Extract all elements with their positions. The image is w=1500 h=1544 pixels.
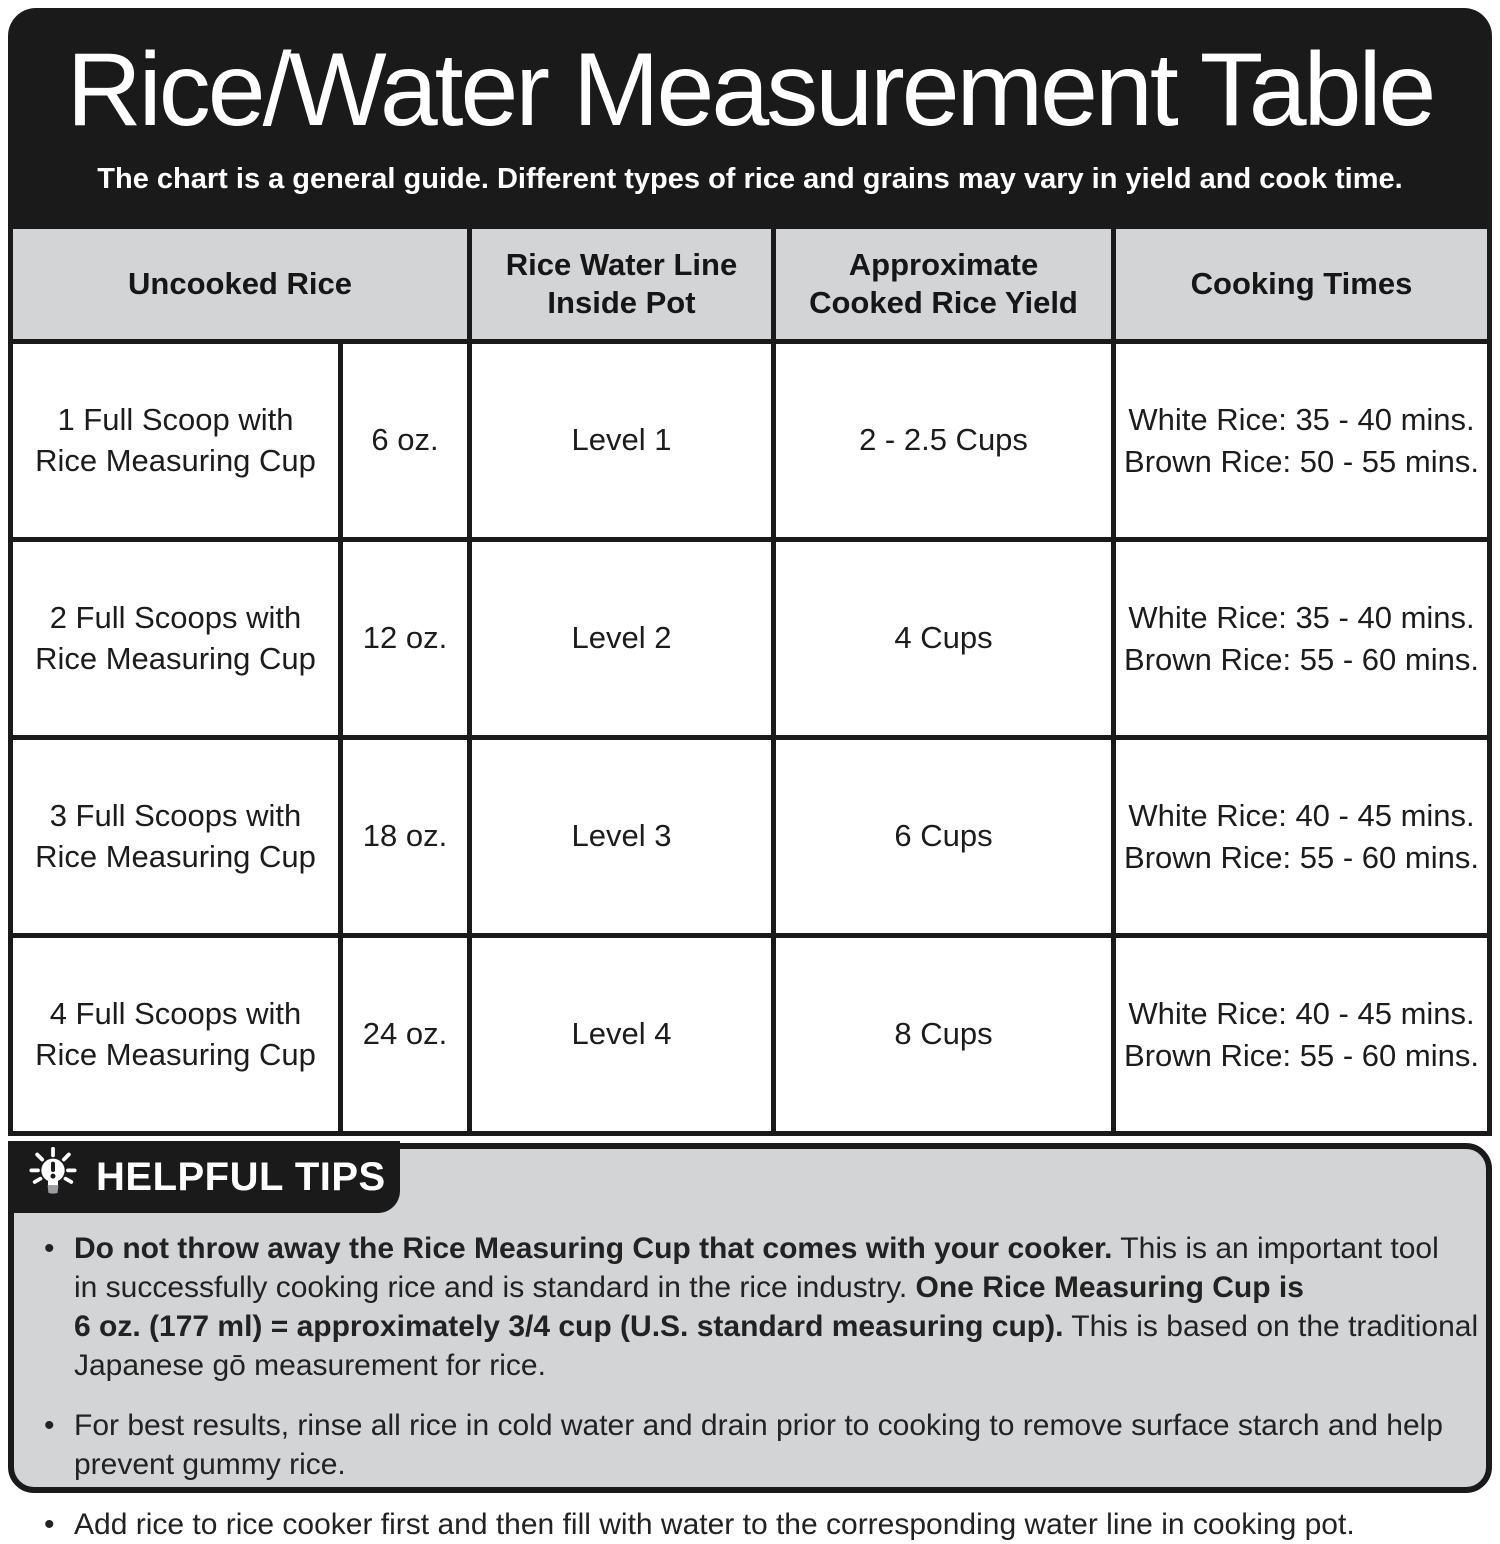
tip-item-2: • For best results, rinse all rice in co… — [44, 1406, 1456, 1484]
cell-level-3: Level 3 — [472, 740, 771, 933]
cell-scoop-4: 4 Full Scoops with Rice Measuring Cup — [13, 938, 338, 1131]
cell-yield-4: 8 Cups — [776, 938, 1111, 1131]
cell-times-3: White Rice: 40 - 45 mins. Brown Rice: 55… — [1116, 740, 1487, 933]
cell-scoop-2: 2 Full Scoops with Rice Measuring Cup — [13, 542, 338, 735]
cell-times-4: White Rice: 40 - 45 mins. Brown Rice: 55… — [1116, 938, 1487, 1131]
title-block: Rice/Water Measurement Table The chart i… — [8, 8, 1492, 224]
cell-yield-1: 2 - 2.5 Cups — [776, 344, 1111, 537]
cell-level-2: Level 2 — [472, 542, 771, 735]
cell-times-2: White Rice: 35 - 40 mins. Brown Rice: 55… — [1116, 542, 1487, 735]
helpful-tips-tab: HELPFUL TIPS — [8, 1141, 400, 1213]
cell-oz-1: 6 oz. — [343, 344, 467, 537]
tip-item-1: • Do not throw away the Rice Measuring C… — [44, 1229, 1478, 1385]
page: { "page": { "title": "Rice/Water Measure… — [8, 8, 1492, 1541]
lightbulb-icon — [29, 1147, 77, 1194]
tip-item-3: • Add rice to rice cooker first and then… — [44, 1505, 1456, 1544]
cell-scoop-1: 1 Full Scoop with Rice Measuring Cup — [13, 344, 338, 537]
page-title: Rice/Water Measurement Table — [66, 32, 1437, 148]
header-cooked-rice-yield: Approximate Cooked Rice Yield — [776, 229, 1111, 339]
cell-level-1: Level 1 — [472, 344, 771, 537]
measurement-table: Uncooked Rice Rice Water Line Inside Pot… — [8, 224, 1492, 1136]
tip-text: Do not throw away the Rice Measuring Cup… — [74, 1232, 1479, 1382]
tip-text: For best results, rinse all rice in cold… — [74, 1409, 1443, 1481]
header-rice-water-line: Rice Water Line Inside Pot — [472, 229, 771, 339]
brown-rice-time: Brown Rice: 50 - 55 mins. — [1124, 443, 1479, 479]
cell-times-1: White Rice: 35 - 40 mins. Brown Rice: 50… — [1116, 344, 1487, 537]
bullet-glyph: • — [44, 1409, 55, 1442]
white-rice-time: White Rice: 40 - 45 mins. — [1128, 995, 1475, 1031]
brown-rice-time: Brown Rice: 55 - 60 mins. — [1124, 1037, 1479, 1073]
header-cooking-times: Cooking Times — [1116, 229, 1487, 339]
cell-level-4: Level 4 — [472, 938, 771, 1131]
cell-oz-3: 18 oz. — [343, 740, 467, 933]
bullet-glyph: • — [44, 1508, 55, 1541]
cell-scoop-3: 3 Full Scoops with Rice Measuring Cup — [13, 740, 338, 933]
tip-text: Add rice to rice cooker first and then f… — [74, 1508, 1355, 1541]
cell-oz-4: 24 oz. — [343, 938, 467, 1131]
cell-yield-2: 4 Cups — [776, 542, 1111, 735]
cell-oz-2: 12 oz. — [343, 542, 467, 735]
bullet-glyph: • — [44, 1232, 55, 1265]
white-rice-time: White Rice: 35 - 40 mins. — [1128, 401, 1475, 437]
brown-rice-time: Brown Rice: 55 - 60 mins. — [1124, 839, 1479, 875]
header-uncooked-rice: Uncooked Rice — [13, 229, 467, 339]
brown-rice-time: Brown Rice: 55 - 60 mins. — [1124, 641, 1479, 677]
cell-yield-3: 6 Cups — [776, 740, 1111, 933]
page-subtitle: The chart is a general guide. Different … — [97, 163, 1403, 196]
tips-heading: HELPFUL TIPS — [96, 1154, 386, 1199]
white-rice-time: White Rice: 40 - 45 mins. — [1128, 797, 1475, 833]
white-rice-time: White Rice: 35 - 40 mins. — [1128, 599, 1475, 635]
